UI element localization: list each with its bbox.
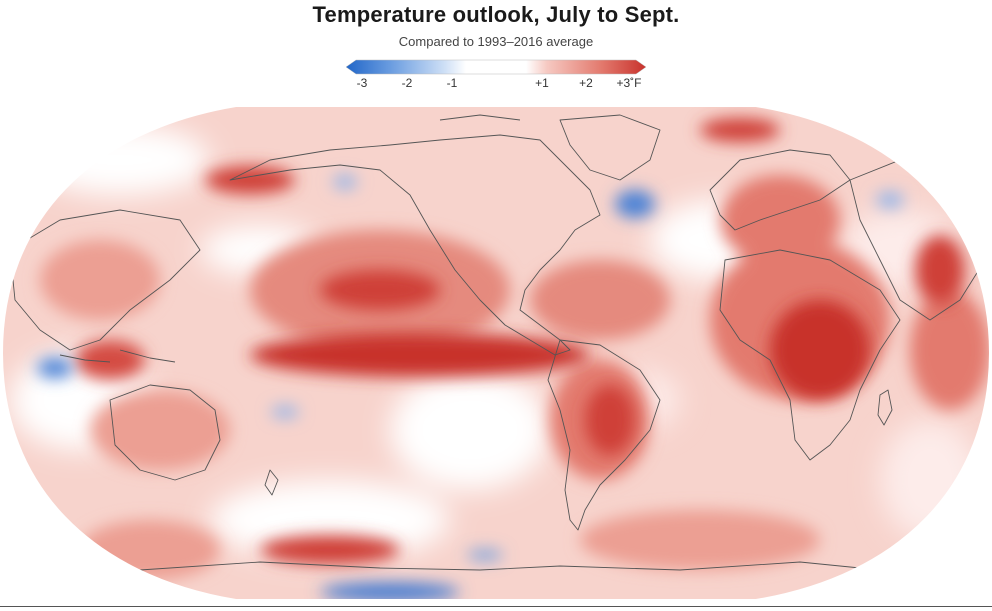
arctic-islands-outline — [439, 114, 521, 121]
map-subtitle: Compared to 1993–2016 average — [398, 34, 594, 49]
world-temperature-map — [0, 105, 992, 601]
legend-tick: +2 — [579, 76, 593, 90]
globe-outline — [0, 105, 992, 601]
madagascar-outline — [877, 389, 893, 426]
australia-outline — [109, 384, 221, 481]
map-title: Temperature outlook, July to Sept. — [312, 2, 680, 27]
legend-tick: -1 — [446, 76, 458, 90]
color-legend: -3 -2 -1 +1 +2 +3˚F — [346, 58, 646, 94]
north-america-outline — [229, 134, 601, 356]
legend-tick: -2 — [401, 76, 413, 90]
legend-tick: -3 — [356, 76, 368, 90]
africa-outline — [719, 249, 901, 461]
east-asia-outline — [9, 209, 201, 351]
greenland-outline — [559, 114, 661, 181]
south-america-outline — [547, 339, 661, 531]
bottom-divider — [0, 606, 992, 607]
legend-tick: +1 — [535, 76, 549, 90]
cold-spots — [37, 175, 904, 600]
legend-color-bar — [346, 59, 646, 75]
new-zealand-outline — [264, 469, 279, 496]
europe-outline — [709, 149, 851, 231]
antarctica-outline — [139, 561, 881, 571]
strong-warm-regions — [75, 118, 965, 565]
coastlines — [9, 114, 990, 571]
legend-tick: +3˚F — [616, 76, 642, 90]
new-guinea-outline — [119, 349, 176, 363]
indonesia-outline — [59, 354, 111, 363]
